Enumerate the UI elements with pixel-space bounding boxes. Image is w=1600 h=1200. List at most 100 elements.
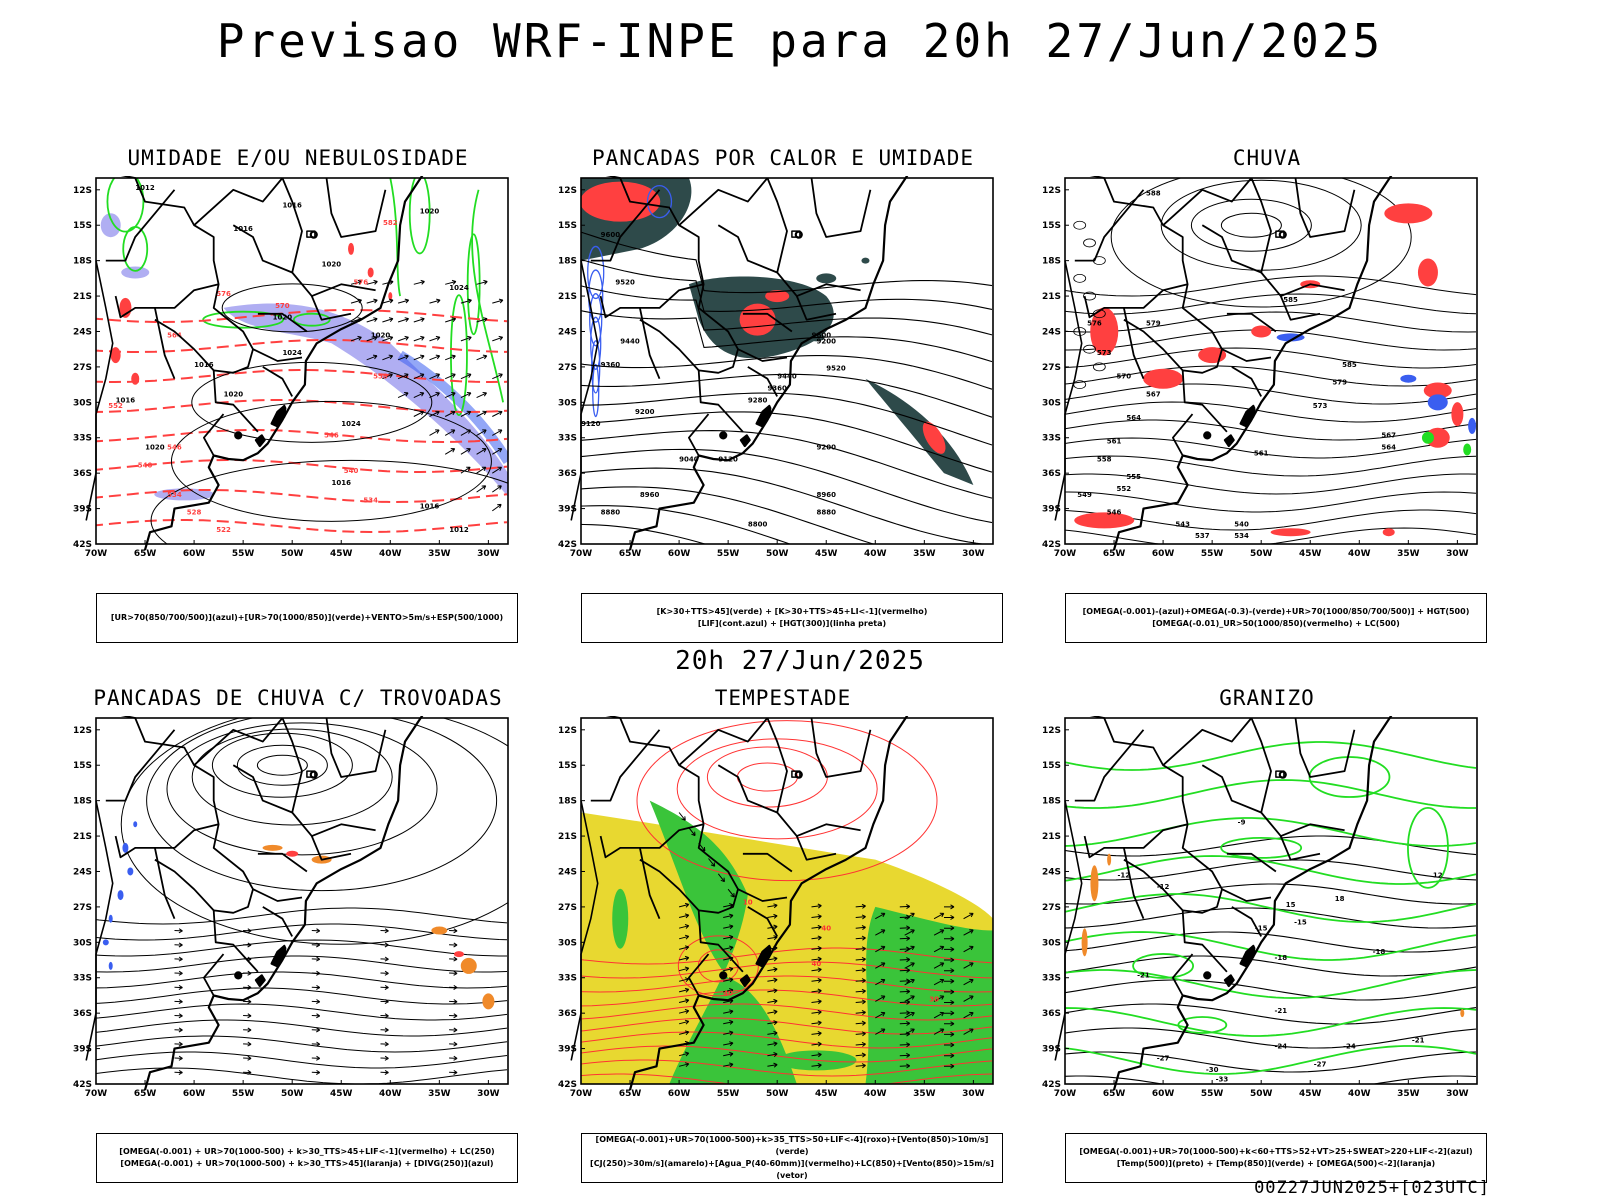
legend-chuva: [OMEGA(-0.001)-(azul)+OMEGA(-0.3)-(verde… [1065,593,1487,643]
state-border [1123,307,1145,380]
hgt-label: 9440 [777,373,797,381]
flow-arrow [380,1027,389,1033]
lat-label: 12S [1042,726,1061,736]
omega-green [1463,443,1472,456]
lat-label: 36S [558,1009,577,1019]
hgt-label: 534 [1234,532,1249,540]
wind-arrow [460,298,472,304]
instability-area [865,378,974,485]
temp-label: -18 [1373,948,1386,956]
hgt-line [581,310,993,363]
lat-label: 18S [73,257,92,267]
state-border [1260,811,1345,837]
wind-vector [855,903,866,909]
omega-orange [1460,1009,1465,1018]
state-border [257,852,308,873]
hgt-line [1065,347,1477,369]
state-border [639,318,700,372]
lc-line [581,975,993,993]
wind-vector [943,936,955,942]
wind-vector [963,912,974,920]
lc-line [581,989,993,1007]
map-tempestade: 10 40 40 40 30 12S 15S 18S 21S 24S 27S 30S 33S 36S 39S… [558,716,994,1099]
wind-vector [943,914,955,920]
wind-arrow [397,335,409,342]
wind-vector [767,998,778,1004]
thickness-line [96,309,508,323]
lat-label: 36S [73,1009,92,1019]
flow-arrow [380,942,389,948]
wind-vector [678,902,690,908]
state-border [605,716,744,973]
hgt-label: 576 [1087,320,1102,328]
temp500-line [1065,1075,1477,1084]
temp850-line [1065,1007,1477,1037]
temp500-line [1065,1051,1477,1073]
wind-vector [963,945,974,953]
hgt-label: 585 [1283,296,1298,304]
red-patch [388,292,393,301]
lake [719,431,728,440]
lat-label: 42S [73,540,92,550]
state-border [1294,717,1356,778]
hgt-label: 543 [1175,520,1190,528]
thickness-label: 534 [363,497,378,505]
streamline [96,955,508,973]
state-border [795,295,837,321]
state-border [1123,847,1145,920]
coastline [1112,176,1393,551]
state-border [1226,312,1277,333]
temp-label: 18 [1335,895,1345,903]
lc-line [581,1017,993,1035]
temp500-line [1065,907,1477,929]
temp-label: -15 [1294,919,1307,927]
wind-arrow [350,298,362,304]
flow-arrow [311,956,321,962]
streamline [120,718,508,945]
geography [1054,176,1393,551]
wind-vector [767,1020,778,1026]
hgt-label: 564 [1126,414,1141,422]
wind-vector [855,956,866,962]
thickness-label: 546 [167,444,182,452]
lon-label: 65W [1103,549,1126,559]
wind-vector [723,945,734,951]
andes-contours [1073,220,1106,390]
hgt-label: 9520 [826,364,846,372]
rain-red [1270,528,1311,537]
wind-arrow [460,335,472,342]
wind-arrow [445,373,456,380]
wind-vector [904,962,915,969]
state-border [310,835,352,861]
legend-pancadas-calor: [K>30+TTS>45](verde) + [K>30+TTS>45+LI<-… [581,593,1003,643]
wind-vector [723,1051,734,1057]
flow-arrow [174,1027,183,1033]
hgt-label: 9360 [767,385,787,393]
wind-arrow [366,279,378,285]
wind-vector [943,1021,955,1027]
wind-arrow [397,373,409,380]
lagoa-dos-patos [755,944,772,967]
temp-label: -15 [1255,925,1268,933]
wind-vector [811,924,822,930]
state-border [639,307,661,380]
state-border [737,348,788,362]
temp500-line [1065,1027,1477,1049]
temp850-contour [1220,836,1303,859]
hgt-line [1065,527,1477,544]
li-red [922,421,946,454]
state-border [810,177,872,238]
lat-label: 27S [73,903,92,913]
wind-vector [875,978,886,986]
hgt-line [1065,455,1477,477]
coastline [628,176,909,551]
legend-line-1: [OMEGA(-0.001)+UR>70(1000-500)+k<60+TTS>… [1079,1147,1473,1156]
map-chuva: 588 585 579 576 573 570 567 564 561 558 555 552 549 5… [1042,176,1478,559]
legend-line-2: [OMEGA(-0.01)_UR>50(1000/850)(vermelho) … [1152,619,1400,628]
lon-label: 60W [183,549,206,559]
wind-arrow [492,503,502,512]
wind-vector [875,929,886,936]
wind-vector [855,935,866,941]
lon-label: 35W [913,1089,936,1099]
